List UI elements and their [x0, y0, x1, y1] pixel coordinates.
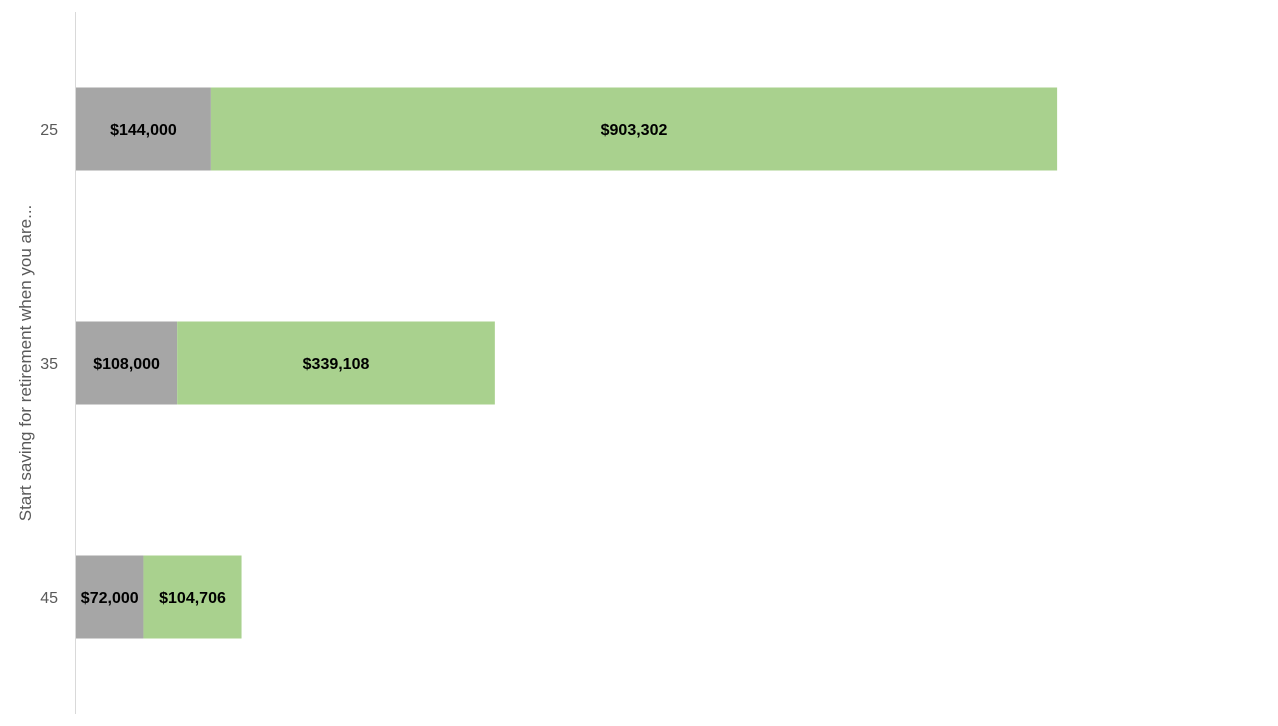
- data-label-35-series-1: $108,000: [93, 356, 160, 373]
- category-tick-group: 25 35 45: [40, 122, 58, 607]
- category-tick-label-25: 25: [40, 122, 58, 139]
- category-tick-label-45: 45: [40, 590, 58, 607]
- bar-group: [76, 87, 1058, 639]
- y-axis-label: Start saving for retirement when you are…: [16, 205, 35, 522]
- data-label-45-series-2: $104,706: [159, 590, 226, 607]
- data-label-group: $144,000 $903,302 $108,000 $339,108 $72,000 $…: [81, 122, 668, 607]
- data-label-25-series-2: $903,302: [601, 122, 668, 139]
- bar-45-series-2: [143, 555, 242, 639]
- bar-35-series-1: [76, 321, 178, 405]
- data-label-45-series-1: $72,000: [81, 590, 139, 607]
- data-label-25-series-1: $144,000: [110, 122, 177, 139]
- bar-25-series-2: [210, 87, 1058, 171]
- data-label-35-series-2: $339,108: [303, 356, 370, 373]
- bar-35-series-2: [177, 321, 495, 405]
- bar-45-series-1: [76, 555, 144, 639]
- bar-25-series-1: [76, 87, 211, 171]
- category-tick-label-35: 35: [40, 356, 58, 373]
